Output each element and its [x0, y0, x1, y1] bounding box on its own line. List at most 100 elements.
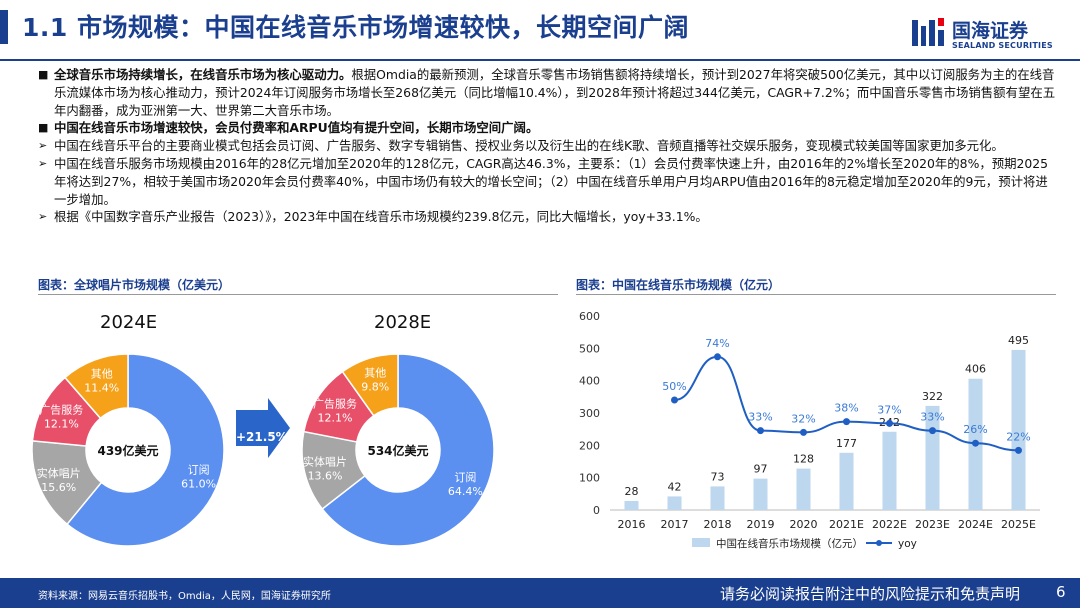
combo-chart-china-online-music: 0 100 200 300 400 500 600 28 2016 42 2017 73 2018 97 2…	[579, 310, 1040, 550]
legend-line-label: yoy	[898, 538, 917, 550]
bar-value-label: 28	[625, 485, 639, 498]
pie-center-label: 439亿美元	[97, 443, 158, 458]
x-tick-label: 2021E	[829, 518, 864, 531]
pie-slice-name: 订阅	[454, 471, 476, 484]
square-bullet-icon: ■	[38, 121, 49, 135]
bar-market-size	[624, 500, 639, 510]
bar-value-label: 128	[793, 453, 814, 466]
paragraph-4-text: 中国在线音乐服务市场规模由2016年的28亿元增加至2020年的128亿元，CA…	[54, 155, 1049, 207]
pie-slice	[66, 353, 225, 547]
yoy-label: 26%	[963, 423, 987, 436]
legend-bar-label: 中国在线音乐市场规模（亿元）	[716, 537, 863, 550]
bar-value-label: 406	[965, 363, 986, 376]
pie-center	[88, 410, 168, 490]
yoy-label: 22%	[1006, 430, 1030, 443]
title-accent-bar	[0, 10, 8, 44]
bar-market-size	[925, 405, 940, 510]
pie-slice-name: 其他	[91, 368, 113, 381]
footer-disclaimer: 请务必阅读报告附注中的风险提示和免责声明	[720, 585, 1021, 603]
x-tick-label: 2017	[661, 518, 689, 531]
legend-line-marker	[876, 540, 882, 546]
company-logo: 国海证券 SEALAND SECURITIES	[912, 14, 1072, 58]
bar-value-label: 322	[922, 390, 943, 403]
pie-slice-name: 实体唱片	[303, 454, 347, 468]
x-tick-label: 2016	[618, 518, 646, 531]
pie-1-title: 2024E	[100, 312, 158, 333]
title-divider	[0, 59, 1080, 61]
yoy-label: 37%	[877, 403, 901, 416]
yoy-point	[671, 396, 678, 404]
pie-slice-name: 订阅	[188, 463, 210, 476]
pie-slice	[341, 353, 399, 417]
bar-market-size	[882, 431, 897, 510]
page-title: 1.1 市场规模：中国在线音乐市场增速较快，长期空间广阔	[22, 13, 689, 42]
growth-arrow-icon	[236, 398, 290, 458]
yoy-point	[843, 418, 850, 426]
pie-slice-pct: 11.4%	[84, 382, 119, 395]
bar-market-size	[796, 468, 811, 510]
logo-text-cn: 国海证券	[952, 20, 1029, 42]
yoy-point	[1015, 446, 1022, 454]
yoy-point	[800, 428, 807, 436]
paragraph-1: ■ 全球音乐市场持续增长，在线音乐市场为核心驱动力。根据Omdia的最新预测，全…	[38, 66, 1058, 119]
paragraph-2: ■ 中国在线音乐市场增速较快，会员付费率和ARPU值均有提升空间，长期市场空间广…	[38, 119, 1058, 137]
bar-market-size	[1011, 349, 1026, 510]
yoy-label: 33%	[748, 411, 772, 424]
bar-value-label: 97	[754, 463, 768, 476]
x-tick-label: 2022E	[872, 518, 907, 531]
yoy-point	[972, 439, 979, 447]
footer: 资料来源：网易云音乐招股书，Omdia，人民网，国海证券研究所 请务必阅读报告附…	[0, 578, 1080, 608]
left-chart-rule	[38, 294, 558, 295]
pie-slice-pct: 64.4%	[448, 485, 483, 498]
right-chart-rule	[576, 294, 1056, 295]
yoy-point	[714, 353, 721, 361]
pie-slice-name: 其他	[364, 367, 386, 380]
y-tick-label: 100	[579, 472, 600, 485]
yoy-point	[929, 427, 936, 435]
square-bullet-icon: ■	[38, 68, 49, 81]
bar-value-label: 177	[836, 437, 857, 450]
yoy-label: 50%	[662, 380, 686, 393]
bar-value-label: 495	[1008, 334, 1029, 347]
right-chart-title: 图表：中国在线音乐市场规模（亿元）	[576, 278, 781, 292]
paragraph-5-text: 根据《中国数字音乐产业报告（2023）》，2023年中国在线音乐市场规模约239…	[54, 209, 708, 225]
pie-slice	[63, 353, 129, 420]
arrow-bullet-icon: ➢	[38, 210, 48, 224]
bar-market-size	[839, 452, 854, 510]
x-tick-label: 2020	[790, 518, 818, 531]
yoy-line	[674, 355, 1019, 452]
x-tick-label: 2018	[704, 518, 732, 531]
x-tick-label: 2025E	[1001, 518, 1036, 531]
legend-bar-swatch	[692, 538, 710, 547]
paragraph-2-heading: 中国在线音乐市场增速较快，会员付费率和ARPU值均有提升空间，长期市场空间广阔。	[54, 120, 539, 136]
logo-mark-icon	[912, 18, 944, 46]
pie-2-title: 2028E	[374, 312, 432, 333]
yoy-point	[886, 419, 893, 427]
yoy-label: 38%	[834, 402, 858, 415]
bar-market-size	[710, 486, 725, 510]
pie-slice-pct: 15.6%	[41, 481, 76, 494]
bar-value-label: 42	[668, 480, 682, 493]
yoy-point	[757, 427, 764, 435]
paragraph-3-text: 中国在线音乐平台的主要商业模式包括会员订阅、广告服务、数字专辑销售、授权业务以及…	[54, 138, 1004, 154]
yoy-label: 74%	[705, 337, 729, 350]
pie-slice-pct: 12.1%	[318, 411, 353, 424]
pie-slice	[321, 353, 495, 547]
y-tick-label: 200	[579, 439, 600, 452]
pie-slice-pct: 13.6%	[308, 469, 343, 482]
pie-slice-pct: 12.1%	[44, 418, 79, 431]
title-bar: 1.1 市场规模：中国在线音乐市场增速较快，长期空间广阔 国海证券 SEALAN…	[0, 0, 1080, 54]
paragraph-1-heading: 全球音乐市场持续增长，在线音乐市场为核心驱动力。	[54, 67, 352, 82]
bar-market-size	[753, 478, 768, 510]
arrow-bullet-icon: ➢	[38, 156, 48, 170]
x-tick-label: 2019	[747, 518, 775, 531]
left-chart-title: 图表：全球唱片市场规模（亿美元）	[38, 278, 231, 292]
yoy-label: 33%	[920, 411, 944, 424]
pie-slice-name: 实体唱片	[37, 466, 81, 480]
paragraph-5: ➢ 根据《中国数字音乐产业报告（2023）》，2023年中国在线音乐市场规模约2…	[38, 208, 1058, 226]
page-number: 6	[1056, 583, 1066, 601]
x-tick-label: 2024E	[958, 518, 993, 531]
y-tick-label: 300	[579, 407, 600, 420]
